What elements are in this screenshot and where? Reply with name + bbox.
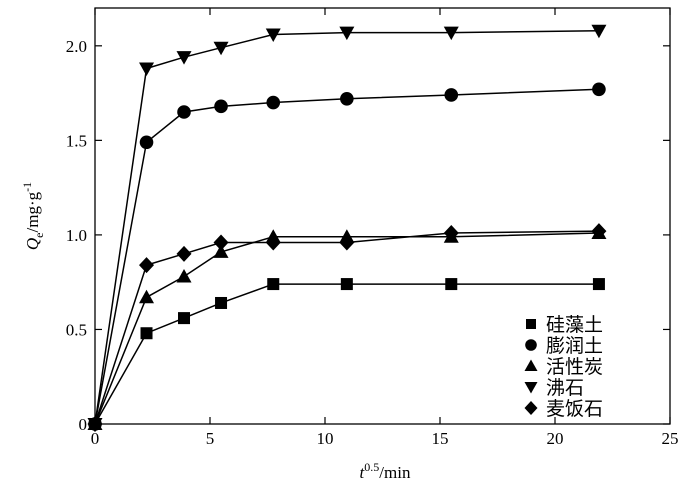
data-point-circle: [444, 88, 459, 102]
data-point-triangle-down: [213, 41, 229, 56]
series-line: [94, 29, 599, 425]
data-point-diamond: [213, 234, 229, 251]
series-line: [94, 232, 599, 425]
data-point-circle: [177, 105, 191, 119]
series-circle: [88, 82, 606, 431]
data-point-triangle-up: [176, 269, 192, 283]
legend-marker-circle: [525, 339, 537, 351]
y-tick-label: 1.5: [66, 131, 87, 150]
data-point-square: [140, 327, 153, 340]
series-line: [94, 230, 599, 425]
data-point-triangle-down: [176, 51, 192, 65]
legend-label: 麦饭石: [546, 398, 603, 420]
data-point-square: [445, 278, 458, 291]
x-tick-label: 10: [317, 429, 334, 448]
data-point-diamond: [443, 225, 459, 242]
data-point-square: [215, 296, 228, 309]
legend-marker-square: [526, 319, 536, 329]
data-point-triangle-down: [443, 26, 459, 41]
y-tick-label: 0: [79, 415, 88, 434]
data-point-square: [178, 312, 191, 325]
data-point-triangle-down: [139, 62, 155, 77]
y-axis-label: Qe/mg·g-1: [20, 182, 46, 250]
x-tick-label: 5: [206, 429, 215, 448]
legend-label: 沸石: [546, 377, 584, 399]
data-point-triangle-up: [139, 289, 155, 304]
y-tick-label: 0.5: [66, 320, 87, 339]
x-tick-label: 20: [547, 429, 564, 448]
legend-marker-triangle-up: [524, 359, 538, 371]
data-point-circle: [266, 95, 281, 110]
series-diamond: [87, 223, 607, 432]
y-tick-label: 1.0: [66, 226, 87, 245]
x-tick-label: 25: [662, 429, 679, 448]
data-point-triangle-down: [591, 24, 607, 39]
data-point-circle: [592, 82, 606, 97]
legend-label: 活性炭: [546, 356, 603, 378]
x-tick-label: 0: [91, 429, 100, 448]
legend-marker-triangle-down: [524, 382, 538, 394]
series-line: [94, 88, 599, 425]
x-tick-label: 15: [432, 429, 449, 448]
data-point-circle: [139, 135, 154, 150]
data-point-diamond: [265, 234, 281, 251]
data-point-triangle-down: [265, 28, 281, 42]
legend-label: 膨润土: [546, 335, 603, 357]
data-point-square: [340, 278, 353, 291]
data-point-circle: [214, 99, 228, 114]
data-point-diamond: [139, 257, 155, 274]
data-point-triangle-down: [339, 26, 355, 41]
data-point-diamond: [591, 223, 607, 240]
y-tick-label: 2.0: [66, 37, 87, 56]
data-point-square: [592, 278, 605, 291]
data-point-circle: [340, 91, 354, 106]
plot-frame: [94, 7, 671, 425]
data-point-square: [267, 278, 280, 291]
data-point-triangle-up: [213, 244, 229, 258]
data-point-diamond: [87, 416, 103, 432]
series-line: [94, 283, 599, 425]
data-point-diamond: [176, 245, 192, 262]
data-point-diamond: [339, 234, 355, 251]
legend-marker-diamond: [524, 401, 538, 415]
x-axis-label: t0.5/min: [360, 460, 411, 482]
legend-label: 硅藻土: [546, 314, 603, 336]
